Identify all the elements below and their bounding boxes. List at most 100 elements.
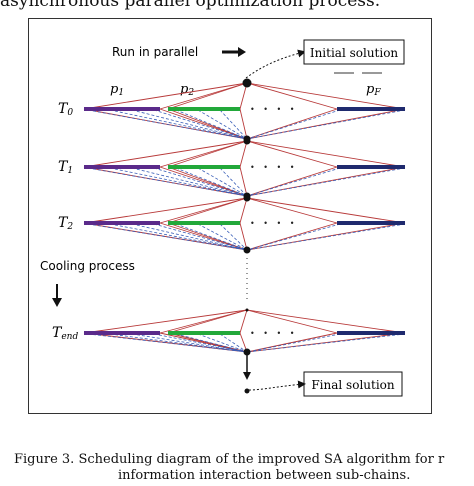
- red-link-line: [239, 222, 248, 251]
- level-dots: • • • •: [250, 219, 298, 228]
- final-solution-label: Final solution: [311, 378, 395, 392]
- blue-dashed-line: [131, 333, 248, 353]
- red-link-line: [83, 222, 248, 251]
- red-link-line: [167, 108, 248, 140]
- level-node: [243, 246, 251, 254]
- level-node: [243, 194, 251, 202]
- header-text: asynchronous parallel optimization proce…: [0, 0, 381, 11]
- blue-dashed-line: [246, 109, 406, 140]
- red-link-line: [83, 108, 248, 140]
- red-link-line: [246, 108, 406, 140]
- level-node: [245, 308, 249, 312]
- blue-dashed-line: [175, 333, 248, 353]
- blue-dashed-line: [153, 223, 248, 251]
- caption-line-2: information interaction between sub-chai…: [118, 468, 411, 483]
- blue-dashed-line: [109, 167, 248, 197]
- final-connector: [248, 380, 306, 391]
- blue-dashed-line: [175, 109, 248, 140]
- diagram-frame: [28, 18, 432, 414]
- blue-dashed-line: [246, 333, 341, 353]
- blue-dashed-line: [246, 109, 341, 140]
- processor-label-pf: pF: [366, 82, 381, 98]
- run-in-parallel-label: Run in parallel: [112, 45, 198, 59]
- red-link-line: [167, 82, 248, 110]
- blue-dashed-line: [109, 333, 248, 353]
- initial-connector: [245, 49, 306, 79]
- blue-dashed-line: [153, 167, 248, 197]
- blue-dashed-line: [109, 109, 248, 140]
- blue-dashed-line: [219, 333, 248, 353]
- blue-dashed-line: [153, 109, 248, 140]
- red-link-line: [159, 166, 248, 197]
- blue-dashed-line: [197, 109, 248, 140]
- blue-dashed-line: [87, 109, 248, 140]
- red-link-line: [246, 82, 406, 110]
- blue-dashed-line: [87, 167, 248, 197]
- red-link-line: [239, 166, 248, 197]
- processor-label-p1: p1: [110, 82, 124, 98]
- red-link-line: [246, 309, 406, 334]
- level-node: [243, 137, 251, 145]
- red-link-line: [246, 166, 406, 197]
- blue-dashed-line: [87, 223, 248, 251]
- red-link-line: [246, 197, 406, 224]
- level-dots: • • • •: [250, 163, 298, 172]
- blue-dashed-line: [246, 333, 406, 353]
- blue-dashed-line: [153, 333, 248, 353]
- blue-dashed-line: [175, 223, 248, 251]
- red-link-line: [246, 222, 406, 251]
- red-link-line: [246, 140, 338, 168]
- red-link-line: [167, 222, 248, 251]
- final-node: [244, 388, 250, 394]
- end-arrowhead-icon: [243, 372, 251, 380]
- initial-solution-label: Initial solution: [310, 46, 399, 60]
- red-link-line: [167, 166, 248, 197]
- level-label-tend: Tend: [52, 325, 78, 342]
- red-link-line: [239, 108, 248, 140]
- red-link-line: [239, 309, 248, 334]
- caption-line-1: Figure 3. Scheduling diagram of the impr…: [14, 452, 445, 467]
- red-link-line: [83, 197, 248, 224]
- blue-dashed-line: [246, 167, 406, 197]
- blue-dashed-line: [246, 223, 406, 251]
- processor-label-p2: p2: [180, 82, 194, 98]
- red-link-line: [246, 309, 338, 334]
- red-link-line: [246, 197, 338, 224]
- blue-dashed-line: [87, 333, 248, 353]
- blue-dashed-line: [131, 223, 248, 251]
- red-link-line: [167, 309, 248, 334]
- blue-dashed-line: [219, 167, 248, 197]
- blue-dashed-line: [197, 223, 248, 251]
- level-label-t1: T1: [58, 159, 73, 176]
- level-node: [242, 78, 252, 88]
- red-link-line: [167, 332, 248, 353]
- blue-dashed-line: [246, 223, 341, 251]
- blue-dashed-line: [175, 167, 248, 197]
- red-link-line: [246, 82, 338, 110]
- red-link-line: [246, 140, 406, 168]
- blue-dashed-line: [246, 167, 341, 197]
- red-link-line: [83, 140, 248, 168]
- blue-dashed-line: [109, 223, 248, 251]
- blue-dashed-line: [197, 167, 248, 197]
- blue-dashed-line: [131, 109, 248, 140]
- red-link-line: [167, 197, 248, 224]
- run-arrowhead-icon: [238, 47, 246, 57]
- red-link-line: [83, 309, 248, 334]
- red-link-line: [246, 332, 338, 353]
- blue-dashed-line: [219, 109, 248, 140]
- initial-solution-box: [303, 39, 405, 65]
- level-label-t2: T2: [58, 215, 73, 232]
- blue-dashed-line: [219, 223, 248, 251]
- red-link-line: [167, 140, 248, 168]
- red-link-line: [239, 197, 248, 224]
- blue-dashed-line: [197, 333, 248, 353]
- final-solution-box: [303, 371, 403, 397]
- figure-caption: Figure 3. Scheduling diagram of the impr…: [0, 452, 474, 484]
- cooling-process-label: Cooling process: [40, 259, 135, 273]
- blue-dashed-line: [131, 167, 248, 197]
- level-label-t0: T0: [58, 101, 73, 118]
- level-dots: • • • •: [250, 329, 298, 338]
- level-dots: • • • •: [250, 105, 298, 114]
